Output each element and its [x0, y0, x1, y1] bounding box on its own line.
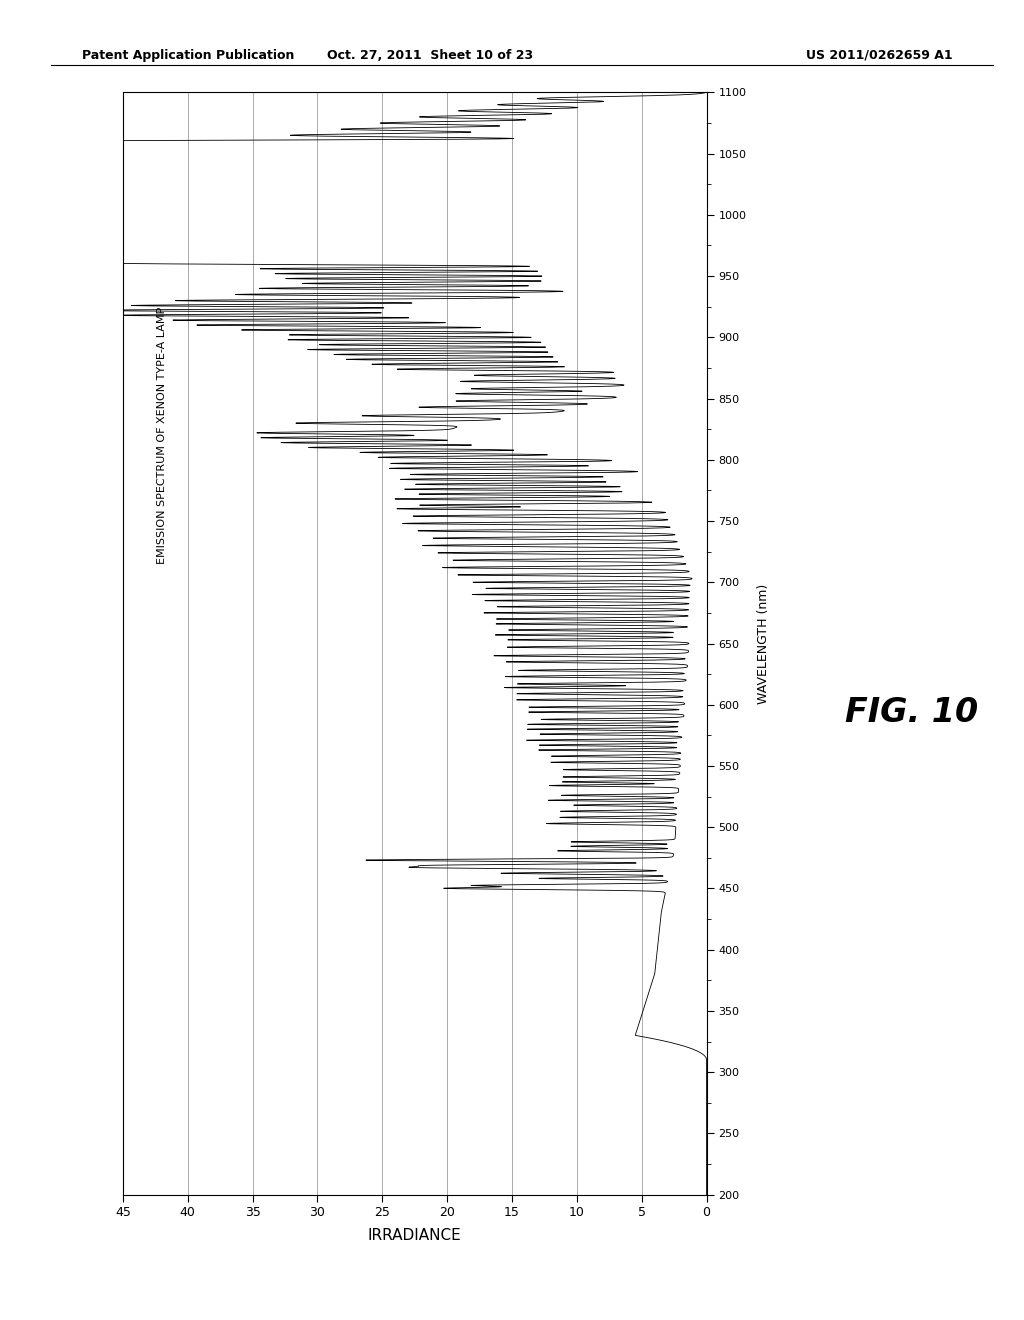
Text: US 2011/0262659 A1: US 2011/0262659 A1 — [806, 49, 952, 62]
X-axis label: IRRADIANCE: IRRADIANCE — [368, 1228, 462, 1242]
Y-axis label: WAVELENGTH (nm): WAVELENGTH (nm) — [758, 583, 770, 704]
Text: Oct. 27, 2011  Sheet 10 of 23: Oct. 27, 2011 Sheet 10 of 23 — [327, 49, 534, 62]
Text: EMISSION SPECTRUM OF XENON TYPE-A LAMP: EMISSION SPECTRUM OF XENON TYPE-A LAMP — [157, 306, 167, 564]
Text: FIG. 10: FIG. 10 — [845, 697, 978, 729]
Text: Patent Application Publication: Patent Application Publication — [82, 49, 294, 62]
